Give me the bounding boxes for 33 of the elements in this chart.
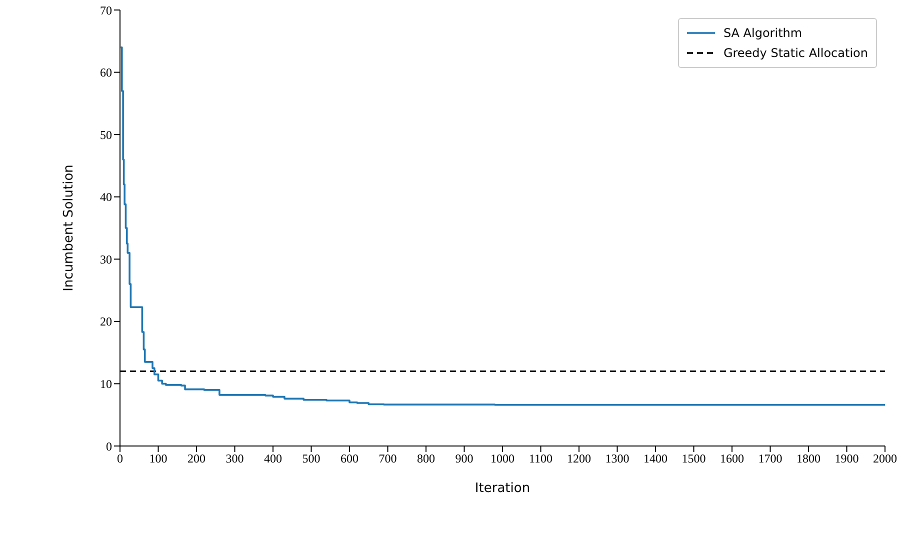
y-tick-label: 20	[100, 314, 112, 329]
x-tick-label: 1500	[682, 452, 706, 466]
x-tick-label: 800	[417, 452, 435, 466]
x-tick-label: 1200	[567, 452, 591, 466]
x-tick-label: 900	[455, 452, 474, 466]
x-tick-label: 600	[340, 452, 358, 466]
y-tick-label: 50	[100, 128, 112, 142]
x-tick-label: 200	[188, 452, 206, 466]
x-tick-label: 1300	[605, 452, 630, 466]
x-tick-label: 700	[378, 452, 397, 466]
x-tick-label: 1400	[644, 452, 668, 466]
x-tick-label: 100	[149, 452, 168, 466]
x-tick-label: 1700	[758, 452, 782, 466]
x-tick-label: 500	[302, 452, 320, 466]
legend-label: SA Algorithm	[723, 25, 802, 42]
legend-label: Greedy Static Allocation	[723, 45, 868, 62]
y-tick-label: 10	[100, 376, 112, 391]
y-tick-label: 30	[100, 252, 112, 266]
x-tick-label: 300	[226, 452, 244, 466]
x-tick-label: 1100	[528, 452, 553, 466]
y-tick-label: 70	[100, 3, 112, 18]
y-axis-title: Incumbent Solution	[62, 164, 77, 292]
y-tick-label: 40	[100, 190, 112, 204]
x-tick-label: 1600	[720, 452, 744, 466]
x-tick-label: 1900	[834, 452, 859, 466]
x-tick-label: 0	[117, 452, 123, 466]
x-axis-title: Iteration	[474, 481, 530, 496]
x-tick-label: 2000	[873, 452, 897, 466]
x-tick-label: 1800	[796, 452, 820, 466]
x-tick-label: 400	[264, 452, 282, 466]
y-tick-label: 60	[100, 66, 112, 80]
y-tick-label: 0	[106, 439, 112, 454]
x-tick-label: 1000	[490, 452, 514, 466]
